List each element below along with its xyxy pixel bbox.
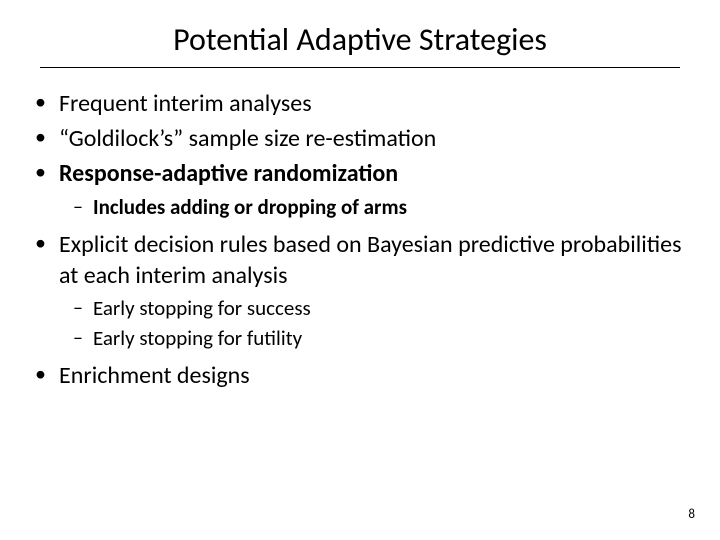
bullet-item-1: • Frequent interim analyses — [35, 88, 690, 119]
sub-item-2-2: – Early stopping for futility — [73, 325, 690, 352]
bullet-item-4: • Explicit decision rules based on Bayes… — [35, 229, 690, 291]
bullet-marker-icon: • — [35, 360, 47, 389]
bullet-text-4: Explicit decision rules based on Bayesia… — [59, 229, 690, 291]
bullet-text-5: Enrichment designs — [59, 360, 250, 391]
bullet-item-5: • Enrichment designs — [35, 360, 690, 391]
bullet-marker-icon: • — [35, 158, 47, 187]
dash-marker-icon: – — [73, 194, 83, 220]
sub-text-2-1: Early stopping for success — [93, 295, 311, 322]
bullet-item-2: • “Goldilock’s” sample size re-estimatio… — [35, 123, 690, 154]
bullet-marker-icon: • — [35, 229, 47, 258]
content-area: • Frequent interim analyses • “Goldilock… — [30, 88, 690, 391]
slide-container: Potential Adaptive Strategies • Frequent… — [0, 0, 720, 540]
bullet-marker-icon: • — [35, 123, 47, 152]
bullet-list: • Frequent interim analyses • “Goldilock… — [35, 88, 690, 391]
sub-item-2-1: – Early stopping for success — [73, 295, 690, 322]
page-number: 8 — [688, 507, 695, 522]
dash-marker-icon: – — [73, 325, 83, 351]
bullet-text-2: “Goldilock’s” sample size re-estimation — [59, 123, 436, 154]
bullet-text-3: Response-adaptive randomization — [59, 158, 398, 189]
sub-item-1-1: – Includes adding or dropping of arms — [73, 194, 690, 221]
sub-text-2-2: Early stopping for futility — [93, 325, 302, 352]
bullet-item-3: • Response-adaptive randomization — [35, 158, 690, 189]
dash-marker-icon: – — [73, 295, 83, 321]
title-divider — [40, 67, 680, 68]
sub-text-1-1: Includes adding or dropping of arms — [93, 194, 407, 221]
slide-title: Potential Adaptive Strategies — [30, 20, 690, 59]
bullet-marker-icon: • — [35, 88, 47, 117]
sub-list-2: – Early stopping for success – Early sto… — [73, 295, 690, 352]
bullet-text-1: Frequent interim analyses — [59, 88, 312, 119]
sub-list-1: – Includes adding or dropping of arms — [73, 194, 690, 221]
